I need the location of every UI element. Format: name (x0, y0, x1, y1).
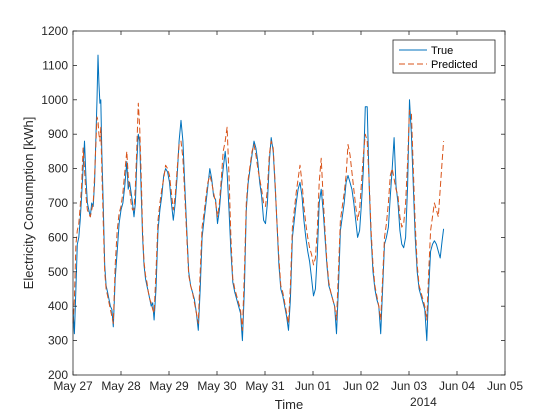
series-layer (72, 54, 445, 342)
y-axis: 200 300 400 500 600 700 800 900 1000 1100 1200 (41, 24, 505, 382)
x-tick-label: May 29 (149, 379, 189, 393)
y-tick-label: 300 (48, 334, 68, 348)
x-tick-label: May 28 (101, 379, 141, 393)
y-tick-label: 200 (48, 368, 68, 382)
y-tick-label: 900 (48, 127, 68, 141)
legend-entry-predicted: Predicted (431, 59, 477, 71)
x-axis-year-label: 2014 (410, 395, 437, 409)
y-tick-label: 1100 (42, 58, 68, 72)
y-tick-label: 700 (48, 196, 68, 210)
x-axis: May 27 May 28 May 29 May 30 May 31 Jun 01 Jun … (53, 31, 523, 393)
x-tick-label: May 30 (197, 379, 237, 393)
x-tick-label: May 27 (53, 379, 93, 393)
y-tick-label: 500 (48, 265, 68, 279)
x-tick-label: Jun 04 (439, 379, 475, 393)
x-tick-label: Jun 05 (487, 379, 523, 393)
y-tick-label: 1200 (41, 24, 68, 38)
legend-entry-true: True (431, 45, 453, 57)
legend-box (392, 39, 496, 74)
y-axis-label: Electricity Consumption [kWh] (21, 117, 36, 290)
y-tick-label: 400 (48, 299, 68, 313)
series-line-predicted (72, 102, 445, 331)
legend: True Predicted (392, 39, 496, 74)
y-tick-label: 600 (48, 230, 68, 244)
y-tick-label: 800 (48, 162, 68, 176)
x-tick-label: Jun 02 (343, 379, 379, 393)
y-tick-label: 1000 (41, 93, 68, 107)
x-tick-label: Jun 03 (391, 379, 427, 393)
x-tick-label: May 31 (245, 379, 285, 393)
x-axis-label: Time (275, 397, 303, 412)
x-tick-label: Jun 01 (295, 379, 331, 393)
